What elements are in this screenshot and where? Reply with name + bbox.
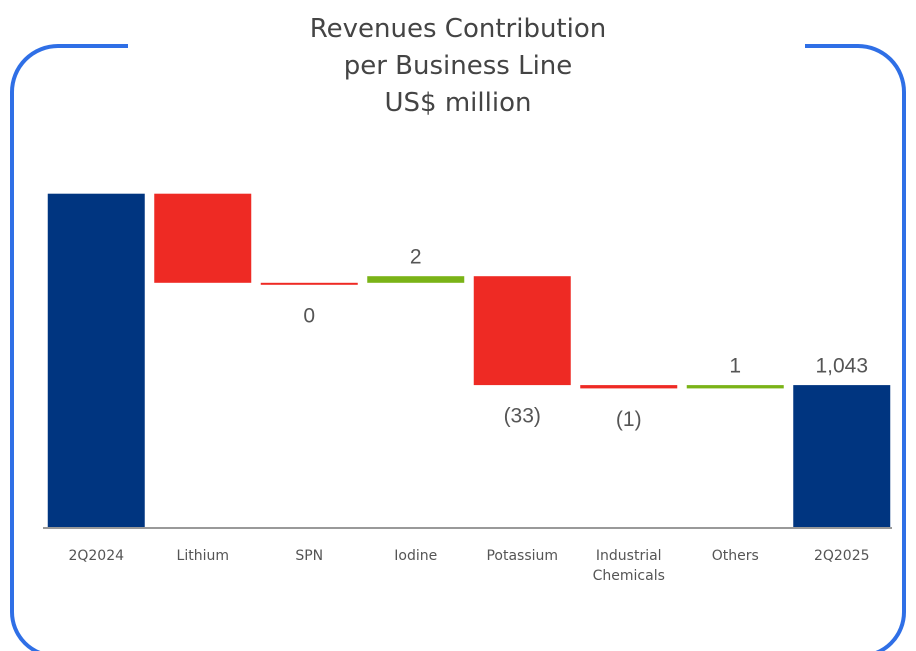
data-label: 1,043 [815, 355, 868, 378]
bar [793, 385, 891, 527]
bar [580, 385, 678, 389]
chart-title: per Business Line [343, 51, 573, 81]
bar [47, 193, 145, 527]
data-label: 2 [410, 246, 422, 269]
frame-right [805, 44, 906, 651]
data-label: 0 [303, 304, 315, 327]
chart-title: US$ million [384, 88, 532, 118]
bar [154, 193, 252, 283]
bar [367, 276, 465, 283]
bar [686, 385, 784, 389]
bar [473, 276, 571, 386]
x-tick-label: Others [711, 548, 759, 564]
x-tick-label: Potassium [486, 548, 559, 564]
chart-title: Revenues Contribution [309, 14, 607, 44]
bar [260, 282, 358, 285]
data-label: (1) [616, 408, 642, 431]
data-label: 1 [729, 355, 741, 378]
x-tick-label: Lithium [176, 548, 229, 564]
x-tick-label: 2Q2025 [813, 548, 870, 564]
data-label: (33) [504, 405, 541, 428]
x-tick-label: 2Q2024 [68, 548, 125, 564]
frame-left [10, 44, 128, 651]
x-tick-label: SPN [295, 548, 324, 564]
x-tick-label: Iodine [394, 548, 438, 564]
x-tick-label: Industrial Chemicals [592, 548, 665, 584]
